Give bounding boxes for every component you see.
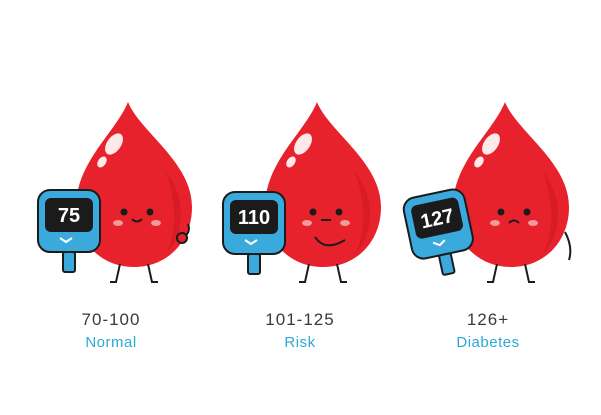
glucose-meter-icon: 127 (402, 188, 474, 276)
range-normal: 70-100 (81, 310, 141, 329)
level-card-diabetes: 127 126+ Diabetes (393, 92, 583, 362)
level-card-risk: 110 101-125 Risk (205, 92, 395, 362)
glucose-meter-icon: 75 (37, 189, 101, 273)
meter-reading: 110 (238, 207, 270, 229)
label-diabetes: Diabetes (456, 334, 520, 351)
blood-drop-icon: 127 (402, 102, 572, 283)
meter-reading: 75 (58, 205, 80, 227)
range-risk: 101-125 (265, 310, 335, 329)
glucose-meter-icon: 110 (222, 191, 286, 275)
blood-drop-icon: 75 (37, 102, 192, 283)
level-card-normal: 75 70-100 Normal (16, 92, 206, 362)
blood-drop-icon: 110 (222, 102, 381, 283)
label-risk: Risk (284, 334, 316, 351)
range-diabetes: 126+ (466, 310, 510, 329)
label-normal: Normal (85, 334, 137, 351)
